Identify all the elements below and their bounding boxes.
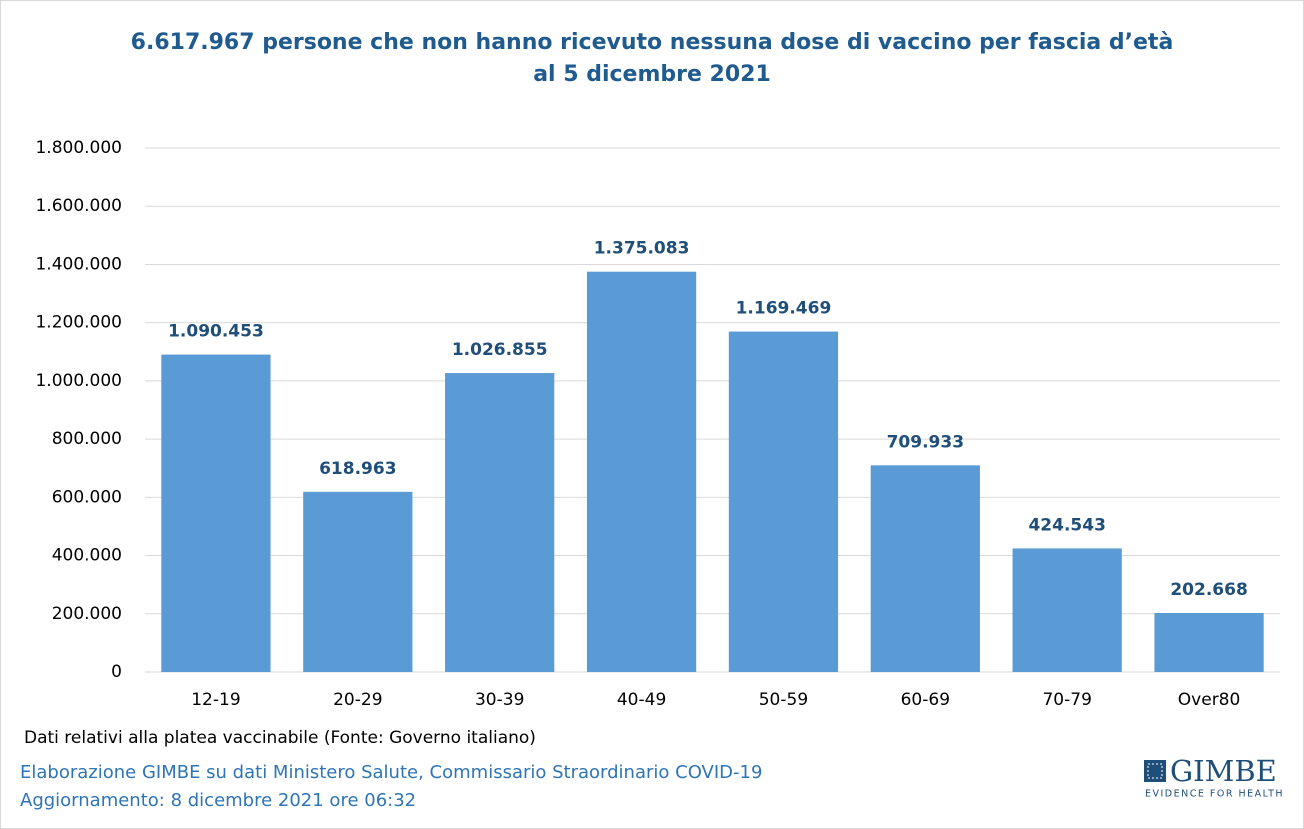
y-tick-label: 1.000.000: [35, 371, 122, 391]
y-tick-label: 0: [111, 662, 122, 682]
value-label: 1.090.453: [168, 322, 264, 342]
bar: [445, 373, 555, 672]
bar: [586, 271, 697, 672]
y-tick-label: 800.000: [52, 429, 122, 449]
x-tick-label: 20-29: [333, 690, 382, 710]
chart-title: al 5 dicembre 2021: [533, 62, 771, 87]
x-tick-label: Over80: [1178, 690, 1241, 710]
x-tick-label: 50-59: [759, 690, 808, 710]
value-label: 618.963: [319, 459, 396, 479]
note: Aggiornamento: 8 dicembre 2021 ore 06:32: [20, 790, 416, 811]
value-label: 1.169.469: [736, 299, 832, 319]
value-label: 202.668: [1170, 580, 1247, 600]
y-tick-label: 1.400.000: [35, 254, 122, 274]
y-tick-label: 1.600.000: [35, 196, 122, 216]
value-label: 709.933: [887, 432, 964, 452]
value-label: 424.543: [1028, 515, 1105, 535]
note: Dati relativi alla platea vaccinabile (F…: [24, 728, 536, 748]
x-tick-label: 70-79: [1042, 690, 1091, 710]
y-tick-label: 200.000: [52, 604, 122, 624]
bar: [1154, 613, 1264, 672]
logo-icon: [1147, 763, 1163, 779]
x-tick-label: 12-19: [191, 690, 240, 710]
value-label: 1.375.083: [594, 239, 690, 259]
logo: GIMBE EVIDENCE FOR HEALTH: [1144, 754, 1284, 800]
note: Elaborazione GIMBE su dati Ministero Sal…: [20, 762, 762, 783]
y-tick-label: 600.000: [52, 487, 122, 507]
bar: [728, 331, 839, 672]
chart-title: 6.617.967 persone che non hanno ricevuto…: [131, 30, 1174, 55]
x-tick-label: 40-49: [617, 690, 666, 710]
logo-tagline: EVIDENCE FOR HEALTH: [1145, 789, 1284, 800]
y-tick-label: 400.000: [52, 546, 122, 566]
bar: [303, 491, 413, 672]
bar: [161, 354, 271, 672]
y-tick-label: 1.800.000: [35, 138, 122, 158]
logo-name: GIMBE: [1170, 754, 1277, 788]
x-tick-label: 30-39: [475, 690, 524, 710]
value-label: 1.026.855: [452, 340, 548, 360]
bar: [870, 465, 980, 672]
logo-icon: [1144, 760, 1166, 782]
y-tick-label: 1.200.000: [35, 313, 122, 333]
bar: [1012, 548, 1122, 672]
x-tick-label: 60-69: [901, 690, 950, 710]
